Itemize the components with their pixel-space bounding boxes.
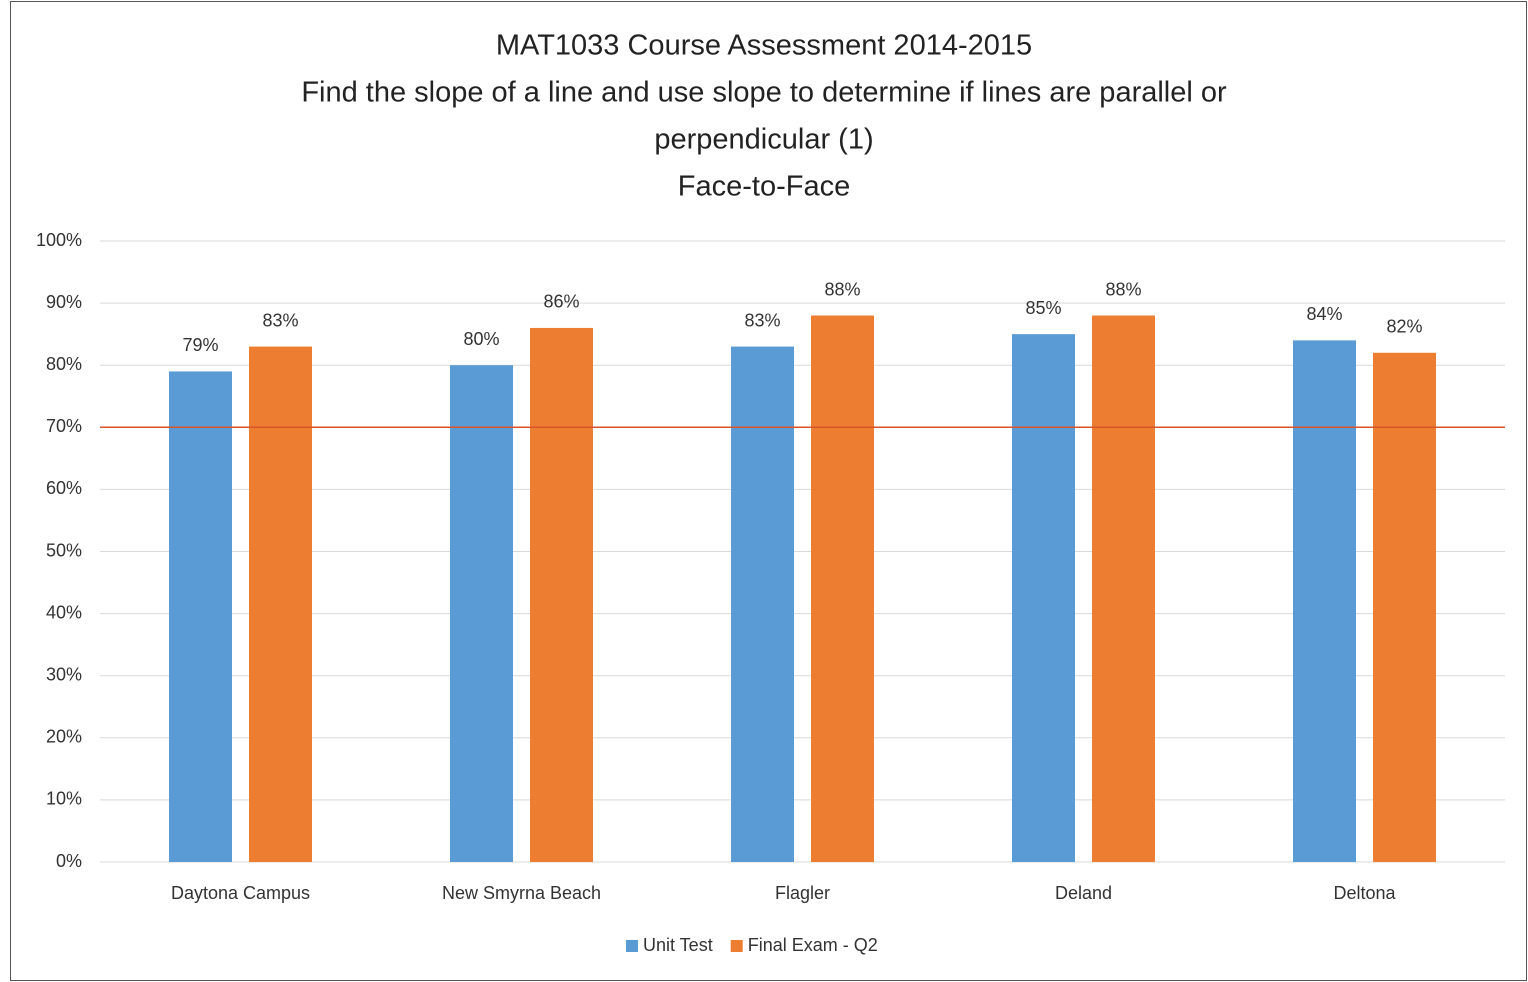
data-label: 82% bbox=[1386, 317, 1422, 337]
data-label: 83% bbox=[262, 310, 298, 330]
y-tick-label: 100% bbox=[36, 230, 82, 250]
data-label: 86% bbox=[543, 292, 579, 312]
legend-label: Final Exam - Q2 bbox=[748, 935, 878, 955]
x-tick-label: Flagler bbox=[775, 883, 830, 903]
data-label: 84% bbox=[1306, 304, 1342, 324]
bar bbox=[1012, 334, 1075, 862]
y-tick-label: 40% bbox=[46, 602, 82, 622]
legend-label: Unit Test bbox=[643, 935, 713, 955]
y-tick-label: 80% bbox=[46, 354, 82, 374]
bar bbox=[1293, 340, 1356, 862]
bar bbox=[1092, 315, 1155, 862]
bar bbox=[530, 327, 593, 862]
chart-title: MAT1033 Course Assessment 2014-2015 bbox=[496, 30, 1032, 62]
bar bbox=[249, 346, 312, 862]
y-tick-label: 70% bbox=[46, 416, 82, 436]
chart-title: Find the slope of a line and use slope t… bbox=[301, 77, 1227, 109]
y-tick-label: 60% bbox=[46, 478, 82, 498]
bar bbox=[811, 315, 874, 862]
bar bbox=[169, 371, 232, 862]
x-tick-label: New Smyrna Beach bbox=[442, 883, 601, 903]
legend-swatch bbox=[730, 940, 743, 952]
data-label: 85% bbox=[1025, 298, 1061, 318]
y-tick-label: 10% bbox=[46, 789, 82, 809]
x-tick-label: Daytona Campus bbox=[171, 883, 310, 903]
data-label: 79% bbox=[182, 335, 218, 355]
y-tick-label: 30% bbox=[46, 664, 82, 684]
bar bbox=[1373, 352, 1436, 862]
x-tick-label: Deltona bbox=[1333, 883, 1396, 903]
bar bbox=[731, 346, 794, 862]
y-tick-label: 20% bbox=[46, 727, 82, 747]
data-label: 80% bbox=[463, 329, 499, 349]
bar bbox=[450, 365, 513, 862]
chart-title: perpendicular (1) bbox=[654, 124, 873, 156]
y-tick-label: 50% bbox=[46, 540, 82, 560]
data-label: 83% bbox=[744, 310, 780, 330]
x-tick-label: Deland bbox=[1055, 883, 1112, 903]
y-tick-label: 0% bbox=[56, 851, 82, 871]
chart-title: Face-to-Face bbox=[678, 171, 850, 203]
data-label: 88% bbox=[1105, 279, 1141, 299]
data-label: 88% bbox=[824, 279, 860, 299]
y-tick-label: 90% bbox=[46, 292, 82, 312]
legend-swatch bbox=[626, 940, 638, 952]
